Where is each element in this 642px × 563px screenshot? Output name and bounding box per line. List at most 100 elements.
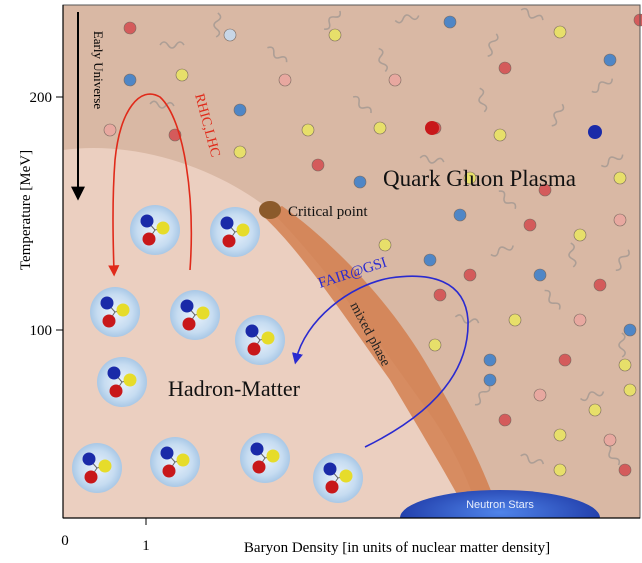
gluon [474, 385, 491, 406]
quark [508, 313, 522, 327]
quark [558, 353, 572, 367]
gluon [618, 332, 626, 358]
quark [353, 175, 367, 189]
gluon [544, 289, 561, 310]
quark-particles [103, 13, 642, 477]
gluon [520, 7, 544, 21]
gluon [267, 46, 288, 63]
gluon [378, 47, 388, 73]
nucleon [130, 205, 180, 255]
quark [433, 288, 447, 302]
x-tick-label-0: 0 [61, 533, 69, 549]
fair-gsi-arrow [292, 275, 469, 448]
quark [498, 61, 512, 75]
quark [538, 183, 552, 197]
nucleon [313, 453, 363, 503]
quark [123, 21, 137, 35]
gluon [591, 78, 613, 94]
quark [373, 121, 387, 135]
quark [378, 238, 392, 252]
quark [533, 388, 547, 402]
gluon [159, 41, 185, 49]
gluon [615, 249, 630, 272]
gluon [490, 245, 514, 257]
gluon [394, 14, 420, 24]
gluon [600, 154, 624, 168]
mixed-phase-band [262, 206, 500, 518]
gluon [568, 242, 577, 268]
hadron-matter-label: Hadron-Matter [168, 376, 301, 401]
gluon [487, 33, 499, 57]
y-axis-label: Temperature [MeV] [18, 150, 34, 270]
quark [533, 268, 547, 282]
quark [233, 145, 247, 159]
quark [623, 383, 637, 397]
nucleon [90, 287, 140, 337]
nucleon [240, 433, 290, 483]
nucleon [97, 357, 147, 407]
gluon [580, 391, 605, 402]
quark [328, 28, 342, 42]
gluon [520, 453, 545, 465]
quark [463, 268, 477, 282]
gluon-squiggles [149, 7, 630, 466]
qgp-label: Quark Gluon Plasma [383, 166, 576, 191]
quark [301, 123, 315, 137]
quark [553, 25, 567, 39]
nucleon [150, 437, 200, 487]
critical-point-label: Critical point [288, 204, 368, 220]
critical-point-marker [259, 201, 281, 219]
quark [463, 171, 477, 185]
quark [603, 53, 617, 67]
neutron-stars-region [400, 490, 600, 518]
gluon [551, 103, 565, 127]
quark [453, 208, 467, 222]
x-tick-label-1: 1 [142, 538, 150, 554]
quark [623, 323, 637, 337]
quark [493, 128, 507, 142]
quark [573, 313, 587, 327]
quark [573, 228, 587, 242]
quark [388, 73, 402, 87]
gluon [478, 87, 488, 113]
gluon [454, 314, 480, 324]
nucleon [72, 443, 122, 493]
quark [223, 28, 237, 42]
quark [613, 213, 627, 227]
nucleon [235, 315, 285, 365]
quark [175, 68, 189, 82]
nucleon [170, 290, 220, 340]
y-tick-label-200: 200 [30, 90, 53, 106]
gluon [213, 12, 222, 38]
rhic-lhc-arrow [108, 93, 193, 277]
quark [618, 463, 632, 477]
quark [103, 123, 117, 137]
quark [233, 103, 247, 117]
nucleon-group [72, 205, 363, 503]
quark [278, 73, 292, 87]
quark [523, 218, 537, 232]
quark [588, 403, 602, 417]
early-universe-label: Early Universe [91, 31, 106, 110]
y-tick-label-100: 100 [30, 323, 53, 339]
quark [593, 278, 607, 292]
nucleon [210, 207, 260, 257]
neutron-stars-label: Neutron Stars [466, 499, 534, 511]
quark [123, 73, 137, 87]
quark [553, 463, 567, 477]
gluon [352, 95, 372, 114]
gluon [324, 10, 342, 30]
quark [618, 358, 632, 372]
quark [498, 413, 512, 427]
quark [443, 15, 457, 29]
gluon [419, 154, 445, 164]
quark [483, 373, 497, 387]
quark [613, 171, 627, 185]
quark [588, 125, 602, 139]
quark [311, 158, 325, 172]
quark [423, 253, 437, 267]
quark [603, 433, 617, 447]
quark [553, 428, 567, 442]
quark [483, 353, 497, 367]
